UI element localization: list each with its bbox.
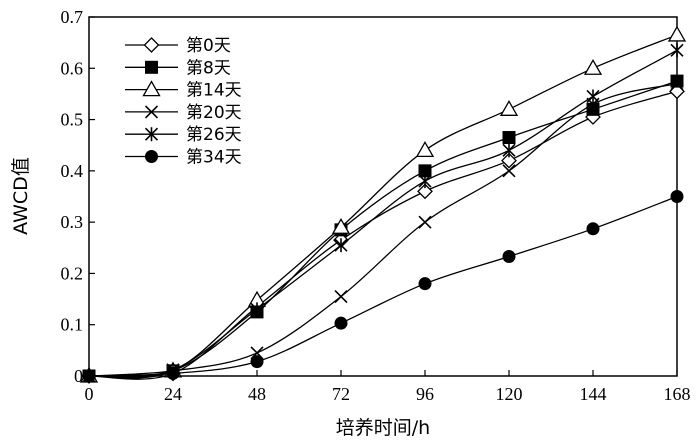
legend-marker: [142, 80, 161, 97]
data-point: [418, 164, 432, 178]
data-point: [166, 366, 180, 380]
legend-label: 第26天: [186, 125, 242, 145]
data-point: [418, 174, 432, 189]
y-axis: 0 0.1 0.2 0.3 0.4 0.5 0.6 0.7: [61, 7, 95, 386]
legend-item: 第8天: [125, 58, 231, 78]
data-point: [499, 100, 519, 116]
x-tick-label: 144: [580, 384, 607, 404]
legend-label: 第34天: [186, 148, 242, 168]
data-point: [82, 369, 96, 383]
legend-item: 第14天: [125, 80, 242, 101]
series-2: [79, 25, 687, 383]
x-tick-label: 0: [85, 384, 94, 404]
legend-label: 第14天: [186, 81, 242, 101]
legend-marker: [145, 150, 158, 163]
data-point: [502, 250, 516, 264]
data-point: [670, 43, 684, 58]
y-axis-title: AWCD值: [10, 157, 32, 235]
x-tick-label: 168: [664, 384, 691, 404]
x-tick-label: 24: [164, 384, 182, 404]
series-line: [88, 49, 678, 378]
series-5: [82, 190, 684, 383]
data-point: [418, 215, 432, 229]
data-point: [502, 164, 516, 178]
data-point: [670, 77, 684, 91]
legend-label: 第0天: [186, 36, 231, 56]
data-point: [586, 222, 600, 236]
x-tick-label: 120: [496, 384, 523, 404]
legend-item: 第0天: [125, 36, 231, 56]
data-point: [415, 141, 435, 157]
legend-label: 第8天: [186, 58, 231, 78]
y-tick-label: 0.2: [61, 263, 84, 283]
x-axis: 0 24 48 72 96 120 144 168: [85, 370, 691, 404]
y-tick-label: 0: [74, 366, 83, 386]
data-point: [418, 277, 432, 291]
y-tick-label: 0.4: [61, 161, 84, 181]
legend-item: 第20天: [125, 103, 242, 123]
data-point: [502, 143, 516, 158]
x-tick-label: 72: [332, 384, 350, 404]
data-point: [583, 58, 603, 75]
series-line: [88, 83, 678, 377]
legend-label: 第20天: [186, 103, 242, 123]
series-line: [88, 80, 678, 378]
series-layer: [79, 25, 687, 384]
y-tick-label: 0.7: [61, 7, 84, 27]
data-point: [502, 131, 516, 145]
legend-marker: [143, 37, 160, 53]
legend-marker: [144, 127, 159, 142]
series-line: [88, 195, 678, 377]
legend-marker: [145, 60, 158, 74]
data-point: [334, 316, 348, 330]
y-tick-label: 0.6: [61, 58, 84, 78]
data-point: [670, 74, 684, 88]
x-axis-title: 培养时间/h: [336, 417, 430, 439]
legend-item: 第26天: [125, 125, 242, 145]
data-point: [334, 238, 348, 253]
y-tick-label: 0.1: [61, 315, 84, 335]
data-point: [334, 289, 348, 304]
x-tick-label: 96: [416, 384, 434, 404]
series-line: [88, 34, 678, 379]
legend-item: 第34天: [125, 148, 242, 168]
data-point: [250, 355, 264, 369]
data-point: [501, 152, 517, 169]
y-tick-label: 0.5: [61, 110, 84, 130]
data-point: [250, 302, 264, 317]
data-point: [667, 25, 687, 42]
data-point: [331, 217, 351, 234]
legend-marker: [144, 105, 159, 119]
data-point: [586, 89, 600, 104]
data-point: [670, 190, 684, 203]
x-tick-label: 48: [248, 384, 266, 404]
y-tick-label: 0.3: [61, 212, 84, 232]
data-point: [417, 183, 433, 200]
